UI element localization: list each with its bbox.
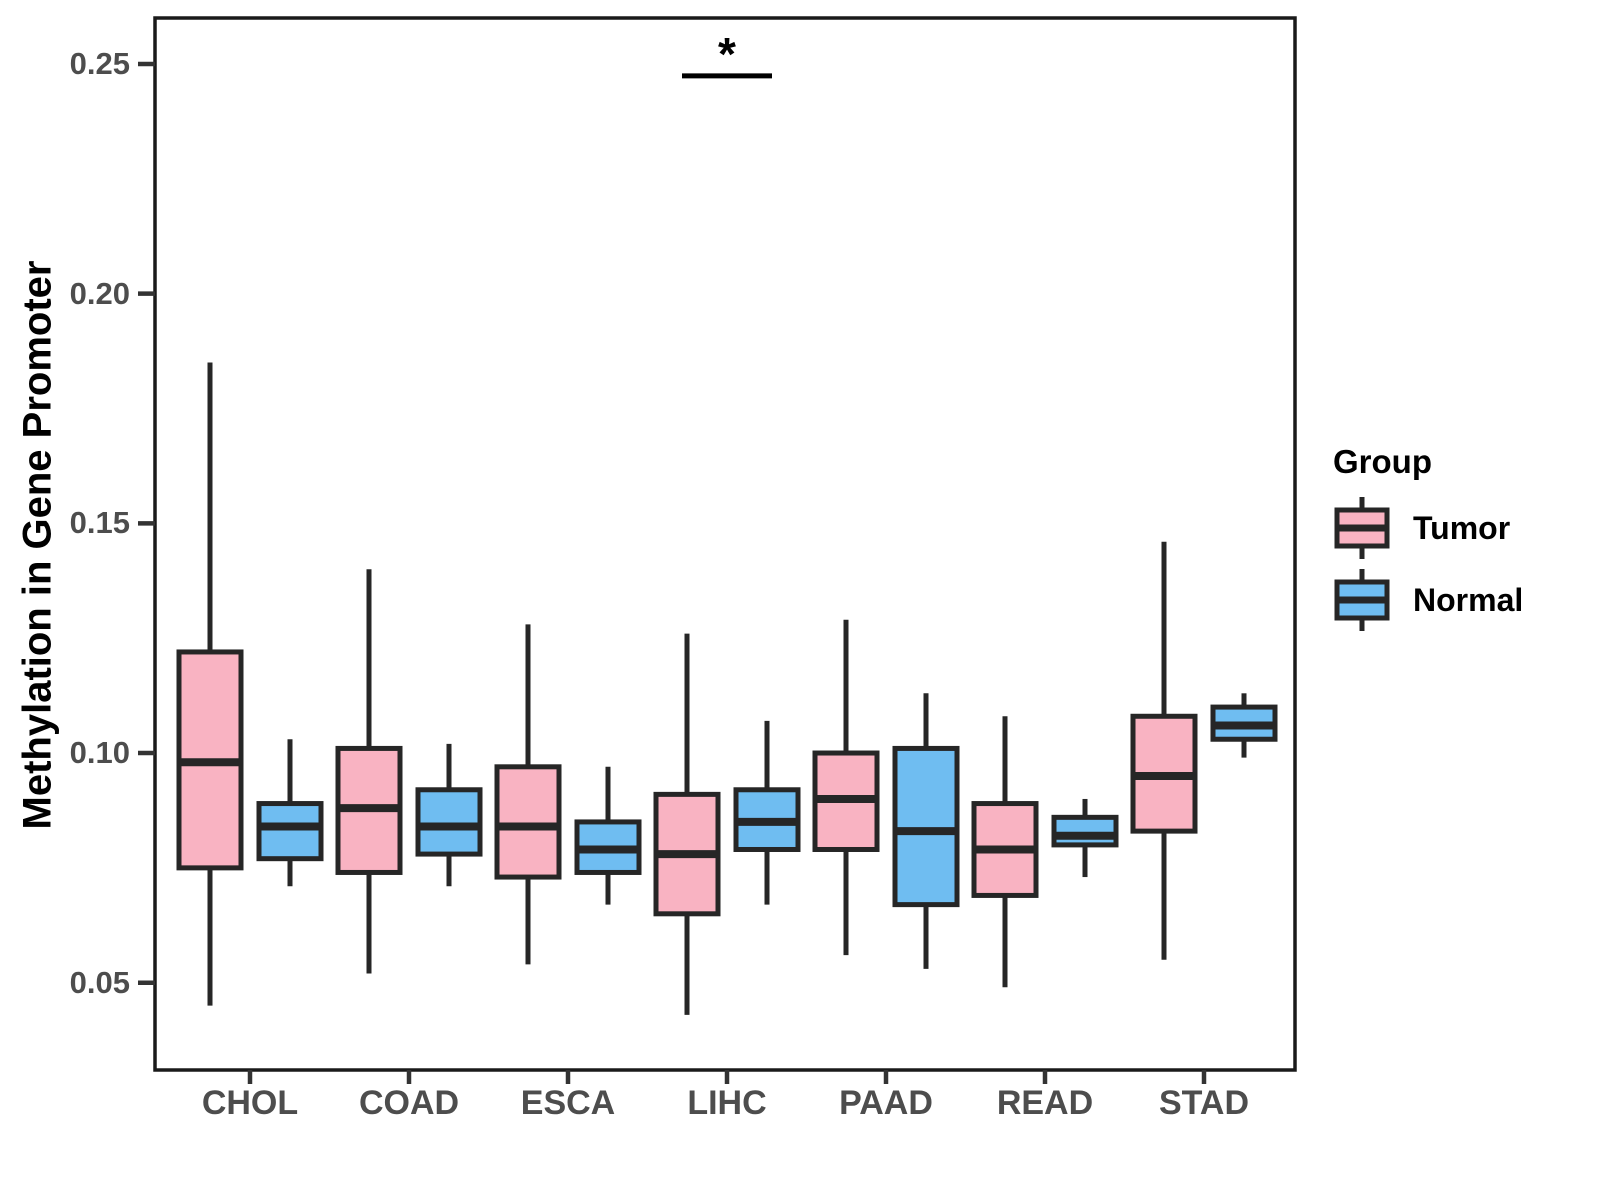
boxplot-coad-normal-box [415,787,483,857]
boxplot-chol-normal-box [256,801,324,862]
y-tick-label: 0.10 [69,735,130,771]
significance-star: * [718,28,736,80]
legend-label-normal: Normal [1413,581,1524,618]
y-tick-label: 0.25 [69,45,130,81]
x-tick-label: ESCA [520,1084,616,1122]
legend-entry-tumor: Tumor [1333,495,1573,561]
panel-border [153,16,1297,1072]
y-tick-label: 0.15 [69,505,130,541]
legend-entry-normal: Normal [1333,567,1573,633]
legend: Group Tumor Normal [1333,443,1573,639]
boxplot-read-normal-box [1051,814,1119,848]
boxplot-paad-normal-box [892,745,960,908]
y-tick-label: 0.20 [69,275,130,311]
legend-title: Group [1333,443,1432,480]
legend-label-tumor: Tumor [1413,509,1511,546]
x-tick-label: CHOL [201,1084,299,1122]
x-tick-label: STAD [1158,1084,1250,1122]
y-tick-label: 0.05 [69,964,130,1000]
tumor-boxplot-glyph-icon [1334,497,1390,559]
x-tick-label: COAD [358,1084,460,1122]
x-tick-label: LIHC [687,1084,767,1122]
boxplot-esca-tumor-box [494,764,562,880]
x-tick-label: PAAD [839,1084,933,1122]
normal-boxplot-glyph-icon [1334,569,1390,631]
x-tick-label: READ [996,1084,1094,1122]
